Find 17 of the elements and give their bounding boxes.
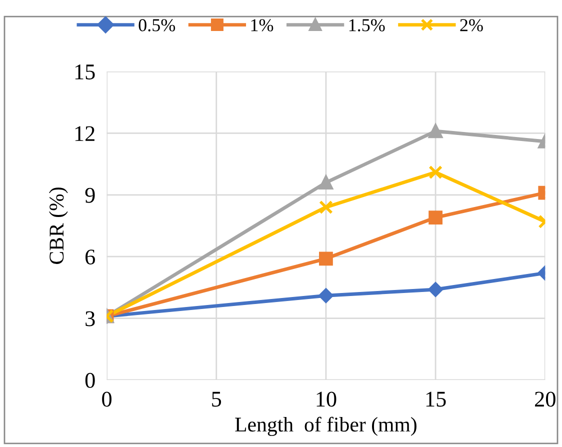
x-tick-label: 5 [212, 392, 222, 407]
y-tick-label: 12 [75, 126, 94, 141]
legend-label: 0.5% [138, 19, 176, 32]
x-tick-label: 10 [316, 392, 336, 407]
legend-label: 1% [251, 19, 274, 32]
x-tick-label: 15 [426, 392, 446, 407]
y-tick-label: 15 [75, 64, 95, 80]
y-tick-label: 9 [85, 188, 95, 203]
legend-label: 1.5% [349, 19, 385, 32]
y-tick-label: 6 [86, 250, 96, 265]
y-axis-title: CBR (%) [49, 188, 68, 264]
x-tick-label: 20 [535, 392, 556, 407]
x-axis-title: Length of fiber (mm) [235, 416, 416, 436]
y-tick-label: 3 [86, 311, 95, 326]
x-tick-label: 0 [102, 392, 112, 407]
y-tick-label: 0 [85, 372, 95, 388]
legend-label: 2% [460, 19, 483, 32]
